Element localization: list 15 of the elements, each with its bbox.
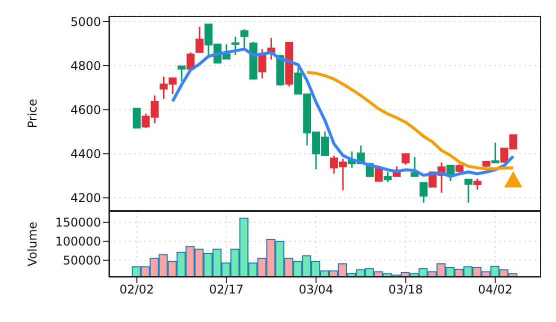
x-tick-label: 02/17 xyxy=(209,282,244,297)
y-tick-label: 100000 xyxy=(55,234,101,249)
x-tick-label: 03/04 xyxy=(298,282,334,297)
y-axis-title: Price xyxy=(25,98,40,128)
x-tick-label: 04/02 xyxy=(478,282,513,297)
y-tick-label: 5000 xyxy=(70,14,101,29)
y-tick-label: 4800 xyxy=(70,58,101,73)
y-tick-label: 4200 xyxy=(70,191,101,206)
y-tick-label: 150000 xyxy=(55,216,101,230)
y-tick-label: 4400 xyxy=(70,146,101,161)
y-tick-label: 4600 xyxy=(70,102,101,117)
x-tick-label: 02/02 xyxy=(119,282,154,297)
x-tick-label: 03/18 xyxy=(388,282,423,297)
y-tick-label: 50000 xyxy=(62,254,101,268)
y-axis-title: Volume xyxy=(25,222,40,266)
